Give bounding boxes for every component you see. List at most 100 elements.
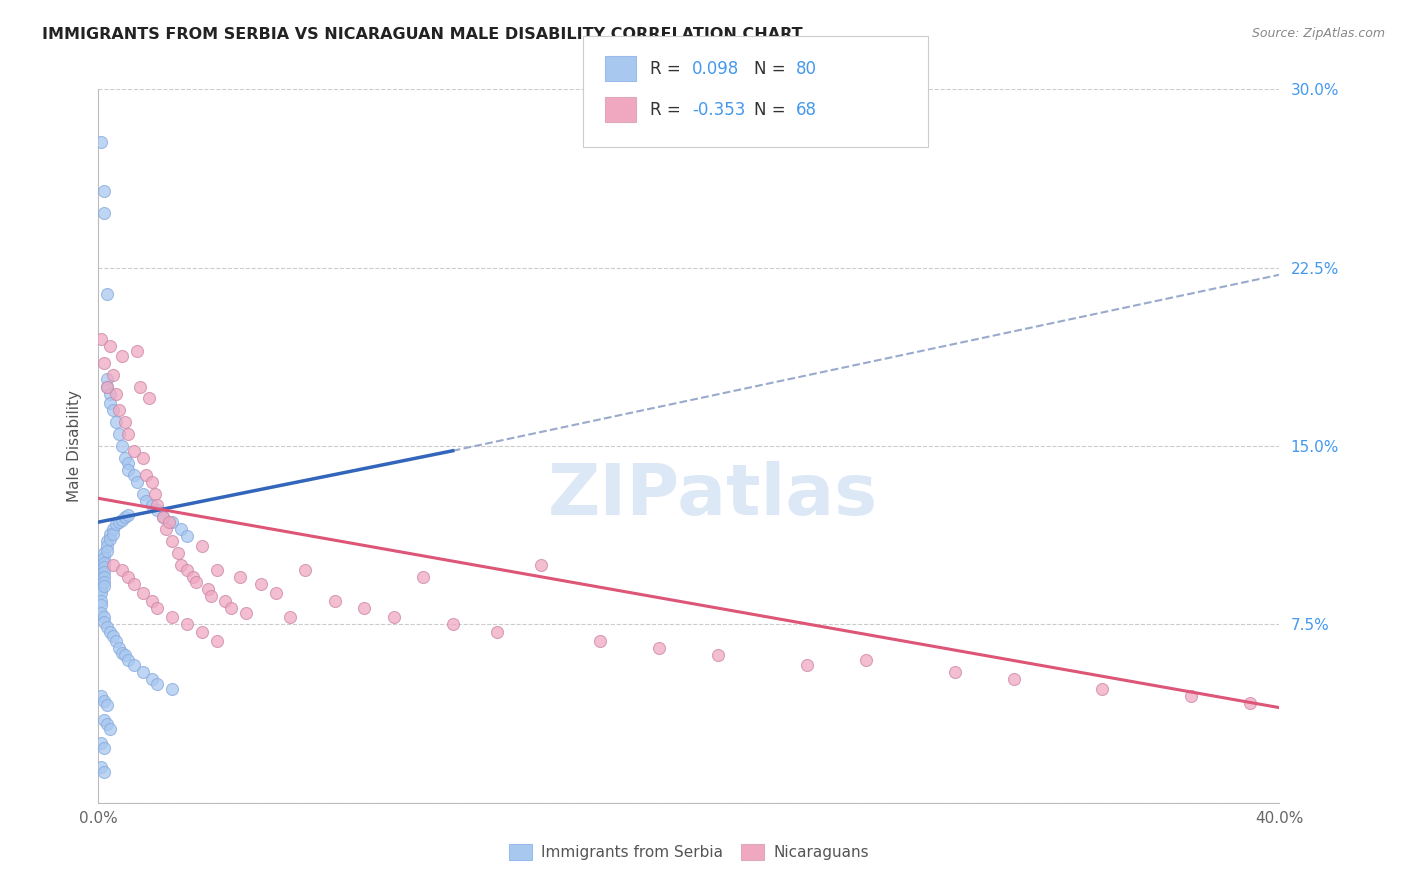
Point	[141, 499, 163, 513]
Point	[943, 665, 966, 679]
Point	[93, 574, 115, 589]
Point	[96, 286, 118, 301]
Point	[176, 563, 198, 577]
Point	[90, 689, 112, 703]
Point	[167, 546, 190, 560]
Point	[93, 610, 115, 624]
Point	[152, 510, 174, 524]
Point	[105, 415, 128, 429]
Point	[162, 534, 183, 549]
Point	[122, 443, 145, 458]
Point	[93, 579, 115, 593]
Text: Source: ZipAtlas.com: Source: ZipAtlas.com	[1251, 27, 1385, 40]
Point	[98, 396, 121, 410]
Point	[114, 450, 136, 465]
Point	[138, 392, 160, 406]
Point	[132, 450, 155, 465]
Point	[114, 415, 136, 429]
Point	[103, 403, 125, 417]
Text: N =: N =	[754, 101, 790, 119]
Point	[103, 629, 125, 643]
Point	[98, 532, 121, 546]
Point	[323, 593, 346, 607]
Point	[280, 610, 302, 624]
Point	[382, 610, 405, 624]
Point	[98, 527, 121, 541]
Point	[184, 574, 207, 589]
Point	[90, 332, 112, 346]
Point	[122, 467, 145, 482]
Point	[162, 681, 183, 696]
Point	[105, 517, 128, 532]
Point	[93, 741, 115, 756]
Point	[90, 760, 112, 774]
Point	[98, 386, 121, 401]
Text: R =: R =	[650, 60, 686, 78]
Point	[486, 624, 509, 639]
Point	[132, 486, 155, 500]
Point	[96, 379, 118, 393]
Point	[648, 641, 671, 656]
Point	[141, 593, 163, 607]
Point	[93, 693, 115, 707]
Point	[93, 206, 115, 220]
Point	[146, 600, 169, 615]
Point	[93, 615, 115, 629]
Point	[98, 624, 121, 639]
Point	[90, 577, 112, 591]
Text: 0.098: 0.098	[692, 60, 740, 78]
Point	[205, 563, 228, 577]
Point	[96, 372, 118, 386]
Point	[93, 356, 115, 370]
Point	[90, 558, 112, 572]
Point	[589, 634, 612, 648]
Point	[117, 570, 139, 584]
Point	[93, 713, 115, 727]
Point	[111, 563, 134, 577]
Point	[93, 546, 115, 560]
Point	[200, 589, 222, 603]
Point	[155, 522, 177, 536]
Text: R =: R =	[650, 101, 686, 119]
Point	[103, 368, 125, 382]
Point	[103, 522, 125, 536]
Point	[530, 558, 553, 572]
Text: IMMIGRANTS FROM SERBIA VS NICARAGUAN MALE DISABILITY CORRELATION CHART: IMMIGRANTS FROM SERBIA VS NICARAGUAN MAL…	[42, 27, 803, 42]
Point	[111, 513, 134, 527]
Point	[122, 577, 145, 591]
Point	[181, 570, 204, 584]
Point	[1239, 696, 1261, 710]
Point	[96, 379, 118, 393]
Point	[114, 510, 136, 524]
Text: ZIPatlas: ZIPatlas	[547, 461, 877, 531]
Point	[111, 439, 134, 453]
Point	[96, 543, 118, 558]
Point	[90, 572, 112, 586]
Point	[229, 570, 252, 584]
Point	[90, 567, 112, 582]
Point	[90, 582, 112, 596]
Point	[125, 343, 148, 358]
Point	[98, 722, 121, 736]
Point	[152, 510, 174, 524]
Point	[93, 764, 115, 779]
Point	[146, 499, 169, 513]
Point	[117, 456, 139, 470]
Point	[141, 475, 163, 489]
Point	[176, 529, 198, 543]
Point	[111, 349, 134, 363]
Point	[103, 527, 125, 541]
Point	[1002, 672, 1025, 686]
Point	[221, 600, 243, 615]
Point	[108, 515, 131, 529]
Point	[111, 646, 134, 660]
Point	[117, 653, 139, 667]
Point	[141, 672, 163, 686]
Point	[235, 606, 257, 620]
Point	[105, 386, 128, 401]
Y-axis label: Male Disability: Male Disability	[67, 390, 83, 502]
Text: N =: N =	[754, 60, 790, 78]
Point	[132, 665, 155, 679]
Point	[117, 463, 139, 477]
Point	[1091, 681, 1114, 696]
